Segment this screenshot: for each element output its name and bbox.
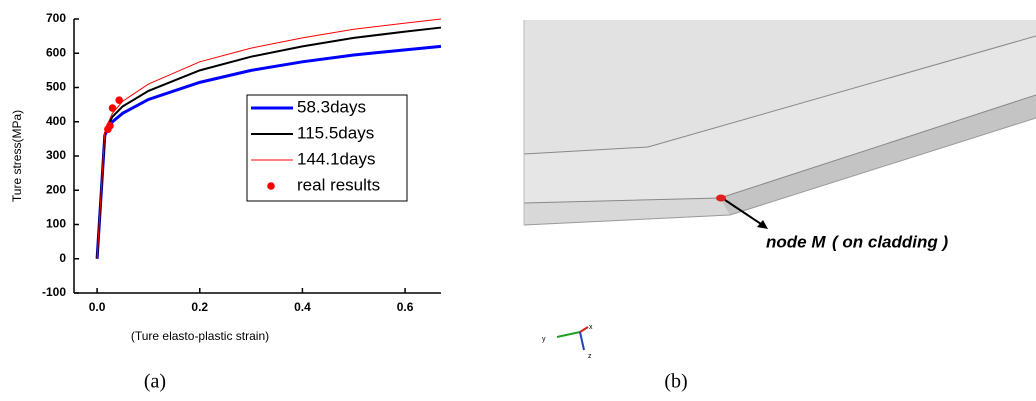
triad-z (580, 332, 584, 350)
legend-label: 144.1days (297, 149, 375, 168)
x-tick-label: 0.4 (294, 300, 311, 314)
y-tick-label: 200 (46, 182, 66, 196)
triad-label: y (542, 336, 546, 343)
figure-canvas: node M ( on cladding ) y x z (a) (b) (Tu… (0, 0, 1036, 401)
data-point (109, 104, 117, 112)
caption: (a) (144, 371, 166, 393)
figure: node M ( on cladding ) y x z (a) (b) (Tu… (0, 0, 1036, 401)
y-tick-label: 500 (46, 80, 66, 94)
triad-label: x (589, 324, 593, 331)
y-tick-label: 600 (46, 45, 66, 59)
model-view: node M ( on cladding ) y x z (524, 20, 1036, 360)
y-tick-label: 700 (46, 11, 66, 25)
x-axis-label: (Ture elasto-plastic strain) (131, 329, 269, 343)
data-point (115, 96, 123, 104)
caption: (b) (664, 371, 687, 393)
y-tick-label: 100 (46, 217, 66, 231)
x-tick-label: 0.6 (397, 300, 414, 314)
data-point (106, 122, 114, 130)
x-tick-label: 0.2 (191, 300, 208, 314)
legend-marker (267, 182, 275, 190)
node-label: node M (766, 232, 826, 251)
node-note: ( on cladding ) (832, 232, 948, 251)
x-tick-label: 0.0 (89, 300, 106, 314)
triad-x (580, 327, 588, 332)
y-tick-label: -100 (42, 285, 66, 299)
node-marker (716, 195, 726, 202)
legend-label: real results (297, 175, 380, 194)
legend-label: 115.5days (297, 123, 374, 142)
y-axis-label: Ture stress(MPa) (10, 110, 24, 202)
y-tick-label: 400 (46, 114, 66, 128)
y-tick-label: 0 (59, 251, 66, 265)
legend-label: 58.3days (297, 97, 366, 116)
triad-label: z (588, 353, 592, 360)
triad-y (557, 332, 580, 337)
y-tick-label: 300 (46, 148, 66, 162)
